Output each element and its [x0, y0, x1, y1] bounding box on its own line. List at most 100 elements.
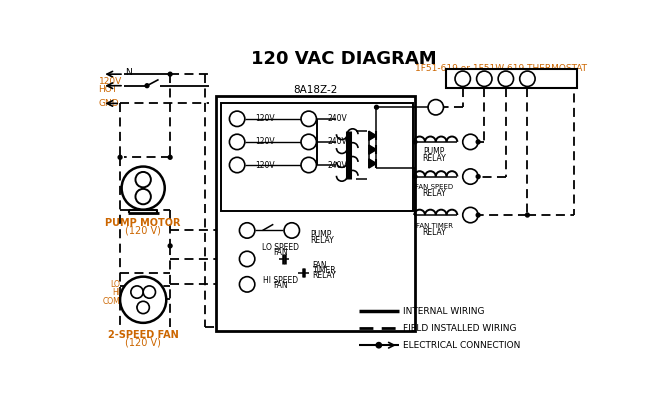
Text: FAN: FAN — [273, 248, 287, 257]
Text: LO: LO — [133, 289, 141, 295]
Circle shape — [168, 72, 172, 76]
Circle shape — [520, 71, 535, 86]
Text: R: R — [459, 74, 467, 84]
Circle shape — [463, 134, 478, 150]
Circle shape — [413, 140, 417, 144]
Text: N: N — [125, 68, 132, 77]
Bar — [221, 103, 413, 211]
Text: G: G — [466, 210, 475, 220]
Text: 120 VAC DIAGRAM: 120 VAC DIAGRAM — [251, 50, 436, 68]
Text: GND: GND — [98, 99, 119, 108]
Text: F2: F2 — [304, 160, 314, 170]
Text: 2-SPEED FAN: 2-SPEED FAN — [108, 330, 178, 340]
Text: P1: P1 — [286, 226, 297, 235]
Text: 8A18Z-2: 8A18Z-2 — [293, 85, 338, 95]
Text: 120V: 120V — [98, 78, 122, 86]
Text: Y: Y — [502, 74, 509, 84]
Circle shape — [476, 140, 480, 144]
Circle shape — [428, 100, 444, 115]
Circle shape — [135, 189, 151, 204]
Text: HI SPEED: HI SPEED — [263, 276, 297, 285]
Circle shape — [301, 111, 316, 127]
Text: 240V: 240V — [327, 137, 347, 146]
Circle shape — [301, 134, 316, 150]
Circle shape — [229, 157, 245, 173]
Circle shape — [239, 251, 255, 266]
Circle shape — [455, 71, 470, 86]
Text: RELAY: RELAY — [313, 272, 336, 280]
Text: Y: Y — [466, 171, 474, 181]
Text: RELAY: RELAY — [422, 154, 446, 163]
Text: COM: COM — [136, 305, 151, 310]
Circle shape — [118, 155, 122, 159]
Text: L0: L0 — [242, 254, 253, 264]
Polygon shape — [369, 131, 377, 140]
Text: HI: HI — [145, 289, 153, 295]
Polygon shape — [369, 145, 377, 154]
Circle shape — [135, 172, 151, 187]
Text: (120 V): (120 V) — [125, 338, 161, 348]
Text: RELAY: RELAY — [310, 236, 334, 245]
Circle shape — [476, 213, 480, 217]
Text: HI: HI — [243, 280, 252, 289]
Text: LO: LO — [110, 280, 120, 289]
Circle shape — [301, 157, 316, 173]
Text: W: W — [464, 137, 476, 147]
Circle shape — [463, 169, 478, 184]
Text: FAN SPEED: FAN SPEED — [415, 184, 454, 190]
Circle shape — [145, 84, 149, 88]
Text: L2: L2 — [304, 114, 314, 123]
Circle shape — [476, 175, 480, 178]
Text: 1F51-619 or 1F51W-619 THERMOSTAT: 1F51-619 or 1F51W-619 THERMOSTAT — [415, 64, 587, 73]
Text: HOT: HOT — [98, 85, 118, 94]
Circle shape — [239, 277, 255, 292]
Text: G: G — [523, 74, 532, 84]
Text: RELAY: RELAY — [422, 228, 446, 236]
Text: W: W — [478, 74, 490, 84]
Text: RELAY: RELAY — [422, 189, 446, 198]
Circle shape — [376, 342, 381, 348]
Text: PUMP: PUMP — [310, 230, 332, 239]
Text: P2: P2 — [304, 137, 314, 146]
Circle shape — [229, 111, 245, 127]
Circle shape — [229, 134, 245, 150]
Text: FAN: FAN — [273, 282, 287, 290]
Polygon shape — [369, 159, 377, 168]
Bar — [216, 96, 415, 331]
Text: L1: L1 — [242, 226, 253, 235]
Circle shape — [463, 207, 478, 223]
Text: R: R — [431, 102, 440, 112]
Circle shape — [413, 175, 417, 178]
Circle shape — [498, 71, 513, 86]
Text: 120V: 120V — [255, 137, 275, 146]
Text: PUMP: PUMP — [423, 147, 445, 156]
Text: FAN: FAN — [313, 261, 327, 269]
Circle shape — [284, 223, 299, 238]
Text: 120V: 120V — [255, 160, 275, 170]
Text: COM: COM — [103, 297, 120, 306]
Text: LO SPEED: LO SPEED — [262, 243, 299, 252]
Text: INTERNAL WIRING: INTERNAL WIRING — [403, 307, 485, 316]
Text: F2: F2 — [232, 160, 243, 170]
Circle shape — [143, 286, 155, 298]
Bar — [446, 69, 577, 88]
Text: TIMER: TIMER — [313, 266, 336, 275]
Circle shape — [168, 155, 172, 159]
Text: 240V: 240V — [327, 114, 347, 123]
Circle shape — [168, 244, 172, 248]
Text: 240V: 240V — [327, 160, 347, 170]
Text: FIELD INSTALLED WIRING: FIELD INSTALLED WIRING — [403, 324, 517, 333]
Circle shape — [375, 105, 379, 109]
Text: PUMP MOTOR: PUMP MOTOR — [105, 218, 181, 228]
Circle shape — [120, 277, 166, 323]
Text: HI: HI — [112, 287, 120, 297]
Text: FAN TIMER: FAN TIMER — [415, 223, 453, 229]
Circle shape — [122, 166, 165, 210]
Text: P2: P2 — [232, 137, 243, 146]
Text: (120 V): (120 V) — [125, 225, 161, 235]
Circle shape — [239, 223, 255, 238]
Circle shape — [476, 71, 492, 86]
Circle shape — [525, 213, 529, 217]
Text: 120V: 120V — [255, 114, 275, 123]
Circle shape — [137, 301, 149, 313]
